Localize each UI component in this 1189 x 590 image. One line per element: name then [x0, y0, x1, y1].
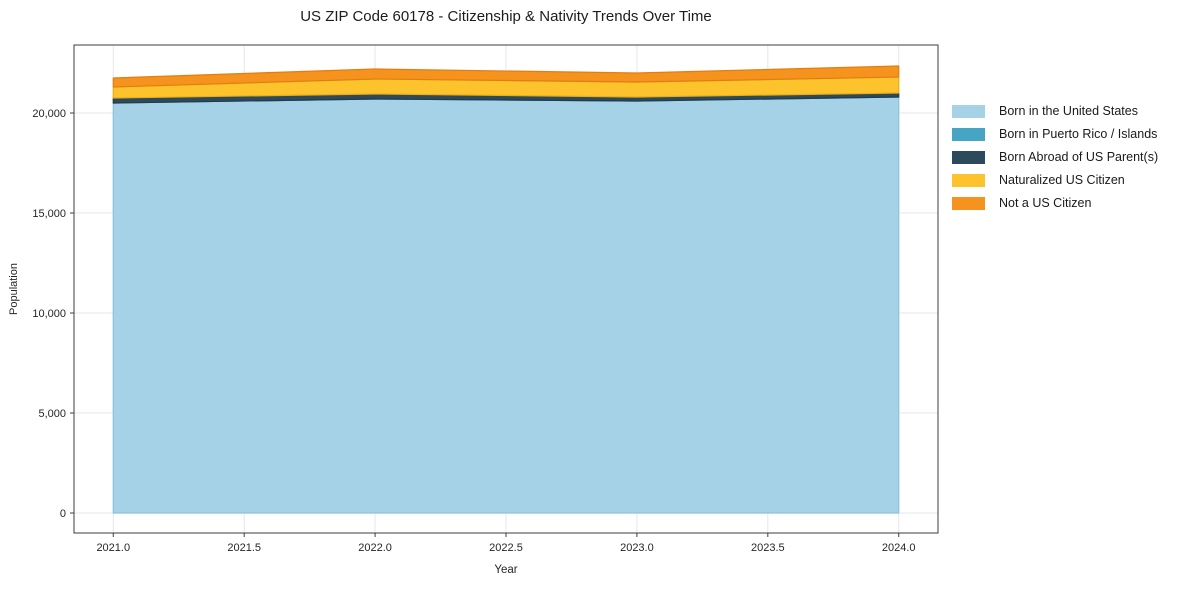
area-layer-born-in-the-united-states: [112, 96, 900, 514]
chart-title: US ZIP Code 60178 - Citizenship & Nativi…: [300, 8, 712, 25]
y-tick-label: 20,000: [32, 108, 66, 120]
legend-label: Not a US Citizen: [999, 196, 1092, 210]
legend-item: Born Abroad of US Parent(s): [952, 151, 1158, 164]
legend-swatch: [952, 151, 985, 164]
x-tick-label: 2024.0: [882, 542, 916, 554]
legend-label: Born Abroad of US Parent(s): [999, 150, 1159, 164]
x-tick-label: 2021.5: [227, 542, 261, 554]
y-tick-label: 15,000: [32, 208, 66, 220]
x-tick-label: 2021.0: [96, 542, 130, 554]
legend-item: Born in Puerto Rico / Islands: [952, 128, 1158, 141]
y-tick-label: 0: [60, 508, 66, 520]
legend-item: Born in the United States: [952, 105, 1158, 118]
legend-label: Born in the United States: [999, 104, 1138, 118]
legend-item: Not a US Citizen: [952, 197, 1158, 210]
x-axis-label: Year: [494, 564, 518, 576]
legend-swatch: [952, 174, 985, 187]
area-layer-not-a-us-citizen: [112, 65, 900, 88]
legend-label: Born in Puerto Rico / Islands: [999, 127, 1158, 141]
legend-item: Naturalized US Citizen: [952, 174, 1158, 187]
legend-label: Naturalized US Citizen: [999, 173, 1125, 187]
y-tick-label: 10,000: [32, 308, 66, 320]
legend-swatch: [952, 128, 985, 141]
legend: Born in the United States Born in Puerto…: [952, 105, 1158, 220]
x-tick-label: 2023.5: [751, 542, 785, 554]
legend-swatch: [952, 197, 985, 210]
legend-swatch: [952, 105, 985, 118]
x-tick-label: 2023.0: [620, 542, 654, 554]
x-tick-label: 2022.5: [489, 542, 523, 554]
y-tick-label: 5,000: [38, 408, 66, 420]
x-tick-label: 2022.0: [358, 542, 392, 554]
